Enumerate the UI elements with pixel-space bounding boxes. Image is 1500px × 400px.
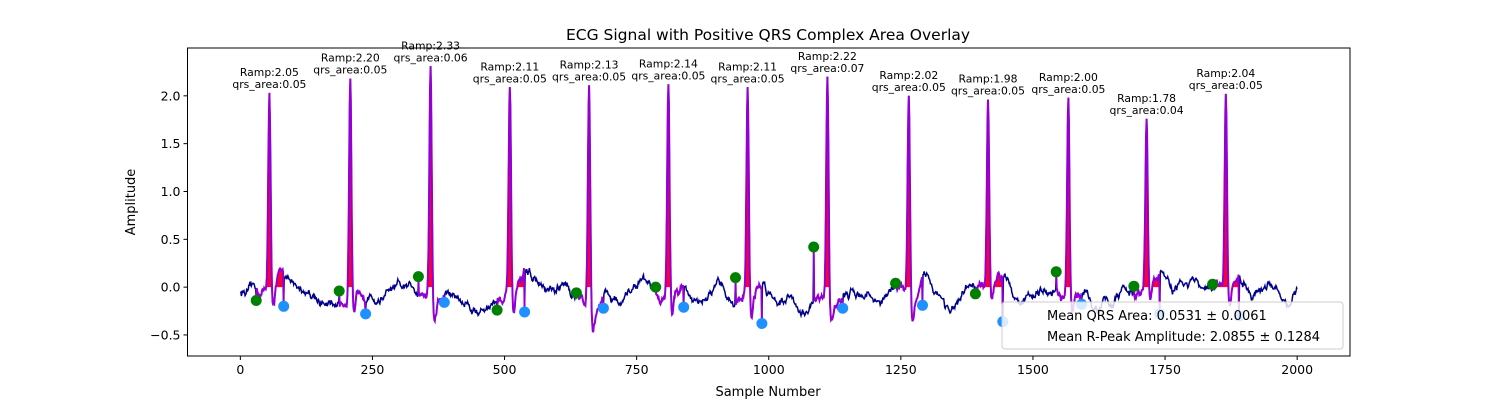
qrs-segment-7 [734, 87, 763, 324]
y-tick-label: 0.5 [161, 232, 181, 247]
x-tick-label: 750 [625, 362, 649, 377]
qrs-onset-marker-9 [890, 277, 902, 289]
r-peak-amplitude-label-5: Ramp:2.13 [560, 58, 619, 71]
qrs-offset-marker-4 [519, 306, 531, 318]
qrs-area-label-4: qrs_area:0.05 [473, 72, 547, 85]
qrs-offset-marker-6 [678, 301, 690, 313]
x-tick-label: 2000 [1281, 362, 1313, 377]
r-peak-amplitude-label-2: Ramp:2.20 [321, 52, 380, 65]
r-peak-amplitude-label-10: Ramp:1.98 [959, 73, 1018, 86]
qrs-area-label-1: qrs_area:0.05 [232, 78, 306, 91]
qrs-area-label-12: qrs_area:0.04 [1110, 104, 1184, 117]
r-peak-amplitude-label-11: Ramp:2.00 [1039, 71, 1098, 84]
r-peak-amplitude-label-12: Ramp:1.78 [1117, 92, 1176, 105]
qrs-segment-2 [338, 78, 367, 314]
r-peak-amplitude-label-7: Ramp:2.11 [718, 60, 777, 73]
qrs-onset-marker-6 [650, 281, 662, 293]
y-axis-label: Amplitude [124, 169, 139, 236]
qrs-onset-marker-5 [570, 287, 582, 299]
qrs-area-label-7: qrs_area:0.05 [711, 72, 785, 85]
y-tick-label: 0.0 [161, 280, 181, 295]
qrs-onset-marker-12 [1128, 280, 1140, 292]
qrs-segment-6 [654, 84, 685, 317]
y-tick-label: −0.5 [150, 327, 180, 342]
qrs-area-label-3: qrs_area:0.06 [394, 51, 468, 64]
r-peak-amplitude-label-4: Ramp:2.11 [480, 60, 539, 73]
y-tick-label: 1.5 [161, 136, 181, 151]
qrs-area-label-8: qrs_area:0.07 [790, 62, 864, 75]
ecg-signal-line [239, 66, 1298, 333]
qrs-offset-marker-9 [917, 299, 928, 311]
qrs-segment-10 [974, 99, 1004, 322]
qrs-segment-1 [255, 92, 285, 307]
r-peak-amplitude-label-8: Ramp:2.22 [798, 50, 857, 63]
qrs-area-fill-13 [1212, 93, 1239, 288]
r-peak-amplitude-label-3: Ramp:2.33 [401, 39, 460, 52]
x-tick-label: 1000 [753, 362, 785, 377]
qrs-segment-11 [1055, 97, 1083, 313]
qrs-area-fill-12 [1133, 118, 1160, 288]
qrs-area-label-9: qrs_area:0.05 [872, 81, 946, 94]
x-axis-label: Sample Number [715, 385, 821, 400]
x-tick-label: 0 [236, 362, 244, 377]
qrs-segment-4 [496, 87, 526, 314]
qrs-area-label-10: qrs_area:0.05 [951, 85, 1025, 98]
qrs-onset-marker-13 [1207, 278, 1219, 290]
y-tick-label: 2.0 [161, 88, 181, 103]
r-peak-amplitude-label-6: Ramp:2.14 [639, 57, 698, 70]
r-peak-amplitude-label-9: Ramp:2.02 [879, 69, 938, 82]
qrs-onset-marker-1 [250, 295, 262, 306]
y-tick-label: 1.0 [161, 184, 181, 199]
x-tick-label: 1250 [885, 362, 917, 377]
qrs-onset-marker-7 [730, 272, 741, 284]
qrs-area-label-11: qrs_area:0.05 [1031, 83, 1105, 96]
legend: Mean QRS Area: 0.0531 ± 0.0061 Mean R-Pe… [1001, 301, 1344, 350]
qrs-segment-3 [417, 66, 446, 325]
x-tick-label: 1750 [1149, 362, 1181, 377]
qrs-offset-marker-8 [837, 302, 849, 314]
chart-title: ECG Signal with Positive QRS Complex Are… [566, 26, 970, 44]
qrs-area-label-6: qrs_area:0.05 [631, 69, 705, 82]
qrs-offset-marker-5 [597, 302, 609, 314]
x-tick-label: 250 [361, 362, 385, 377]
legend-entry-mean-qrs-area: Mean QRS Area: 0.0531 ± 0.0061 [1047, 309, 1267, 324]
legend-entry-mean-r-peak-amplitude: Mean R-Peak Amplitude: 2.0855 ± 0.1284 [1047, 330, 1320, 345]
legend-box [1001, 301, 1344, 350]
qrs-offset-marker-7 [756, 318, 768, 329]
qrs-offset-marker-1 [278, 300, 290, 312]
qrs-area-label-5: qrs_area:0.05 [552, 70, 626, 83]
r-peak-amplitude-label-13: Ramp:2.04 [1196, 67, 1255, 80]
qrs-offset-marker-2 [360, 308, 372, 320]
qrs-onset-marker-11 [1050, 266, 1062, 278]
qrs-onset-marker-8 [808, 241, 820, 253]
qrs-onset-marker-3 [412, 271, 424, 283]
qrs-onset-marker-10 [969, 288, 981, 300]
x-tick-label: 500 [493, 362, 517, 377]
qrs-offset-marker-3 [438, 296, 450, 308]
qrs-segment-8 [812, 76, 844, 323]
qrs-area-label-2: qrs_area:0.05 [313, 64, 387, 77]
x-tick-label: 1500 [1017, 362, 1049, 377]
qrs-onset-marker-4 [491, 304, 503, 316]
qrs-area-label-13: qrs_area:0.05 [1189, 79, 1263, 92]
r-peak-amplitude-label-1: Ramp:2.05 [240, 66, 299, 79]
qrs-onset-marker-2 [333, 285, 345, 297]
